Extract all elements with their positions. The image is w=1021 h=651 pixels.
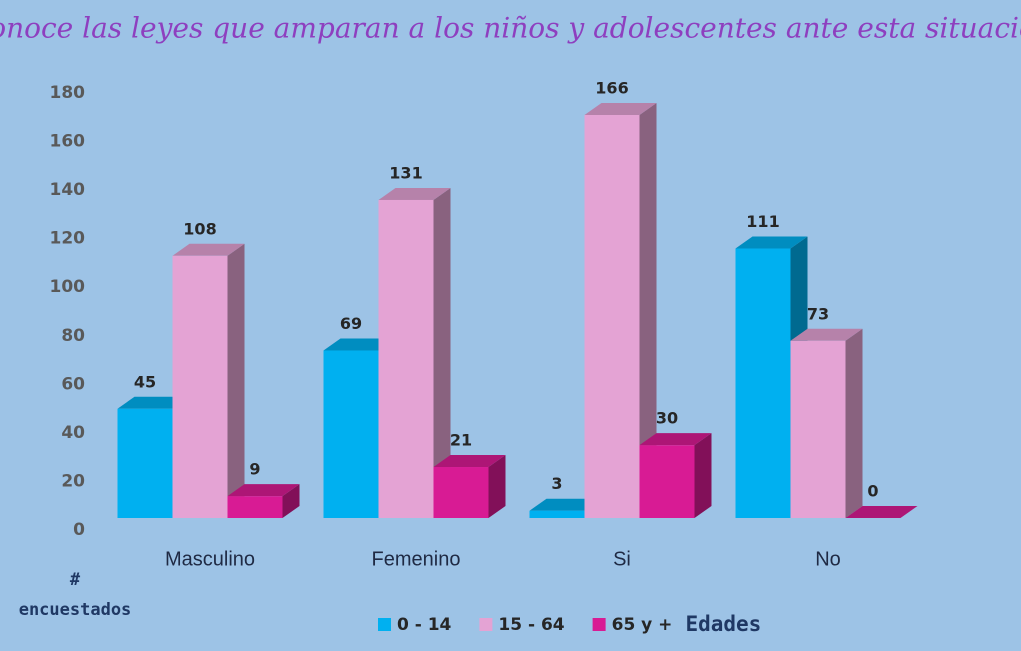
bar xyxy=(433,455,506,518)
value-label: 73 xyxy=(807,304,829,323)
bar-face xyxy=(227,496,283,518)
legend-swatch xyxy=(378,618,391,631)
x-tick-label: Masculino xyxy=(165,548,255,570)
y-tick-label: 180 xyxy=(50,83,86,103)
bar-face xyxy=(529,498,602,511)
y-tick-label: 80 xyxy=(61,326,85,346)
legend-swatch xyxy=(479,618,493,631)
bar-face xyxy=(227,484,300,497)
value-label: 30 xyxy=(656,409,678,428)
value-label: 45 xyxy=(134,372,156,391)
value-label: 111 xyxy=(746,212,779,231)
bar-face xyxy=(117,408,173,518)
y-tick-label: 160 xyxy=(50,132,86,152)
value-label: 21 xyxy=(450,431,472,450)
legend-swatch xyxy=(592,618,606,631)
bar-face xyxy=(378,199,434,518)
y-tick-label: 40 xyxy=(61,423,85,443)
bar-face xyxy=(845,506,918,518)
bar-face xyxy=(172,243,245,256)
bar xyxy=(378,187,451,518)
legend-label: 65 y + xyxy=(612,615,673,635)
bar-face xyxy=(529,510,585,518)
x-tick-label: No xyxy=(815,548,841,570)
bar-face xyxy=(790,328,863,341)
y-tick-label: 0 xyxy=(73,520,85,540)
bar xyxy=(639,433,712,518)
y-tick-label: 140 xyxy=(50,180,86,200)
bar-face xyxy=(227,243,245,519)
bar-face xyxy=(433,187,451,518)
y-axis-label: # encuestados xyxy=(18,570,132,620)
legend-label: 0 - 14 xyxy=(397,615,452,635)
bar-face xyxy=(323,338,396,351)
chart-title: 2 Conoce las leyes que amparan a los niñ… xyxy=(0,12,1021,45)
bar-face xyxy=(378,187,451,200)
bar-face xyxy=(584,114,640,518)
bar-face xyxy=(639,433,712,446)
value-label: 9 xyxy=(249,460,260,479)
bar-face xyxy=(488,455,506,518)
bar-face xyxy=(790,340,846,518)
bar xyxy=(227,484,300,518)
bar-face xyxy=(639,102,657,518)
bar xyxy=(584,102,657,518)
bar xyxy=(790,328,863,518)
bar-face xyxy=(117,396,190,409)
bar-face xyxy=(433,467,489,518)
bar-face xyxy=(735,248,791,518)
y-tick-label: 60 xyxy=(61,374,85,394)
bar xyxy=(172,243,245,519)
bar-face xyxy=(735,236,808,249)
legend-label: 15 - 64 xyxy=(498,615,564,635)
value-label: 0 xyxy=(867,482,878,501)
x-tick-label: Si xyxy=(613,548,631,570)
bar-face xyxy=(323,350,379,518)
bar-face xyxy=(433,455,506,468)
y-tick-label: 120 xyxy=(50,229,86,249)
y-tick-label: 20 xyxy=(61,471,85,491)
value-label: 69 xyxy=(340,314,362,333)
bar-face xyxy=(845,328,863,518)
bar-face xyxy=(639,445,695,518)
value-label: 108 xyxy=(183,219,216,238)
bar-face xyxy=(172,255,228,519)
bar-face xyxy=(694,433,712,518)
x-axis-label: Edades xyxy=(685,612,761,636)
x-tick-label: Femenino xyxy=(372,548,461,570)
bar-face xyxy=(282,484,300,518)
y-tick-label: 100 xyxy=(50,277,86,297)
value-label: 3 xyxy=(551,474,562,493)
bar xyxy=(845,506,918,518)
value-label: 131 xyxy=(389,163,422,182)
bar-face xyxy=(584,102,657,115)
value-label: 166 xyxy=(595,78,628,97)
